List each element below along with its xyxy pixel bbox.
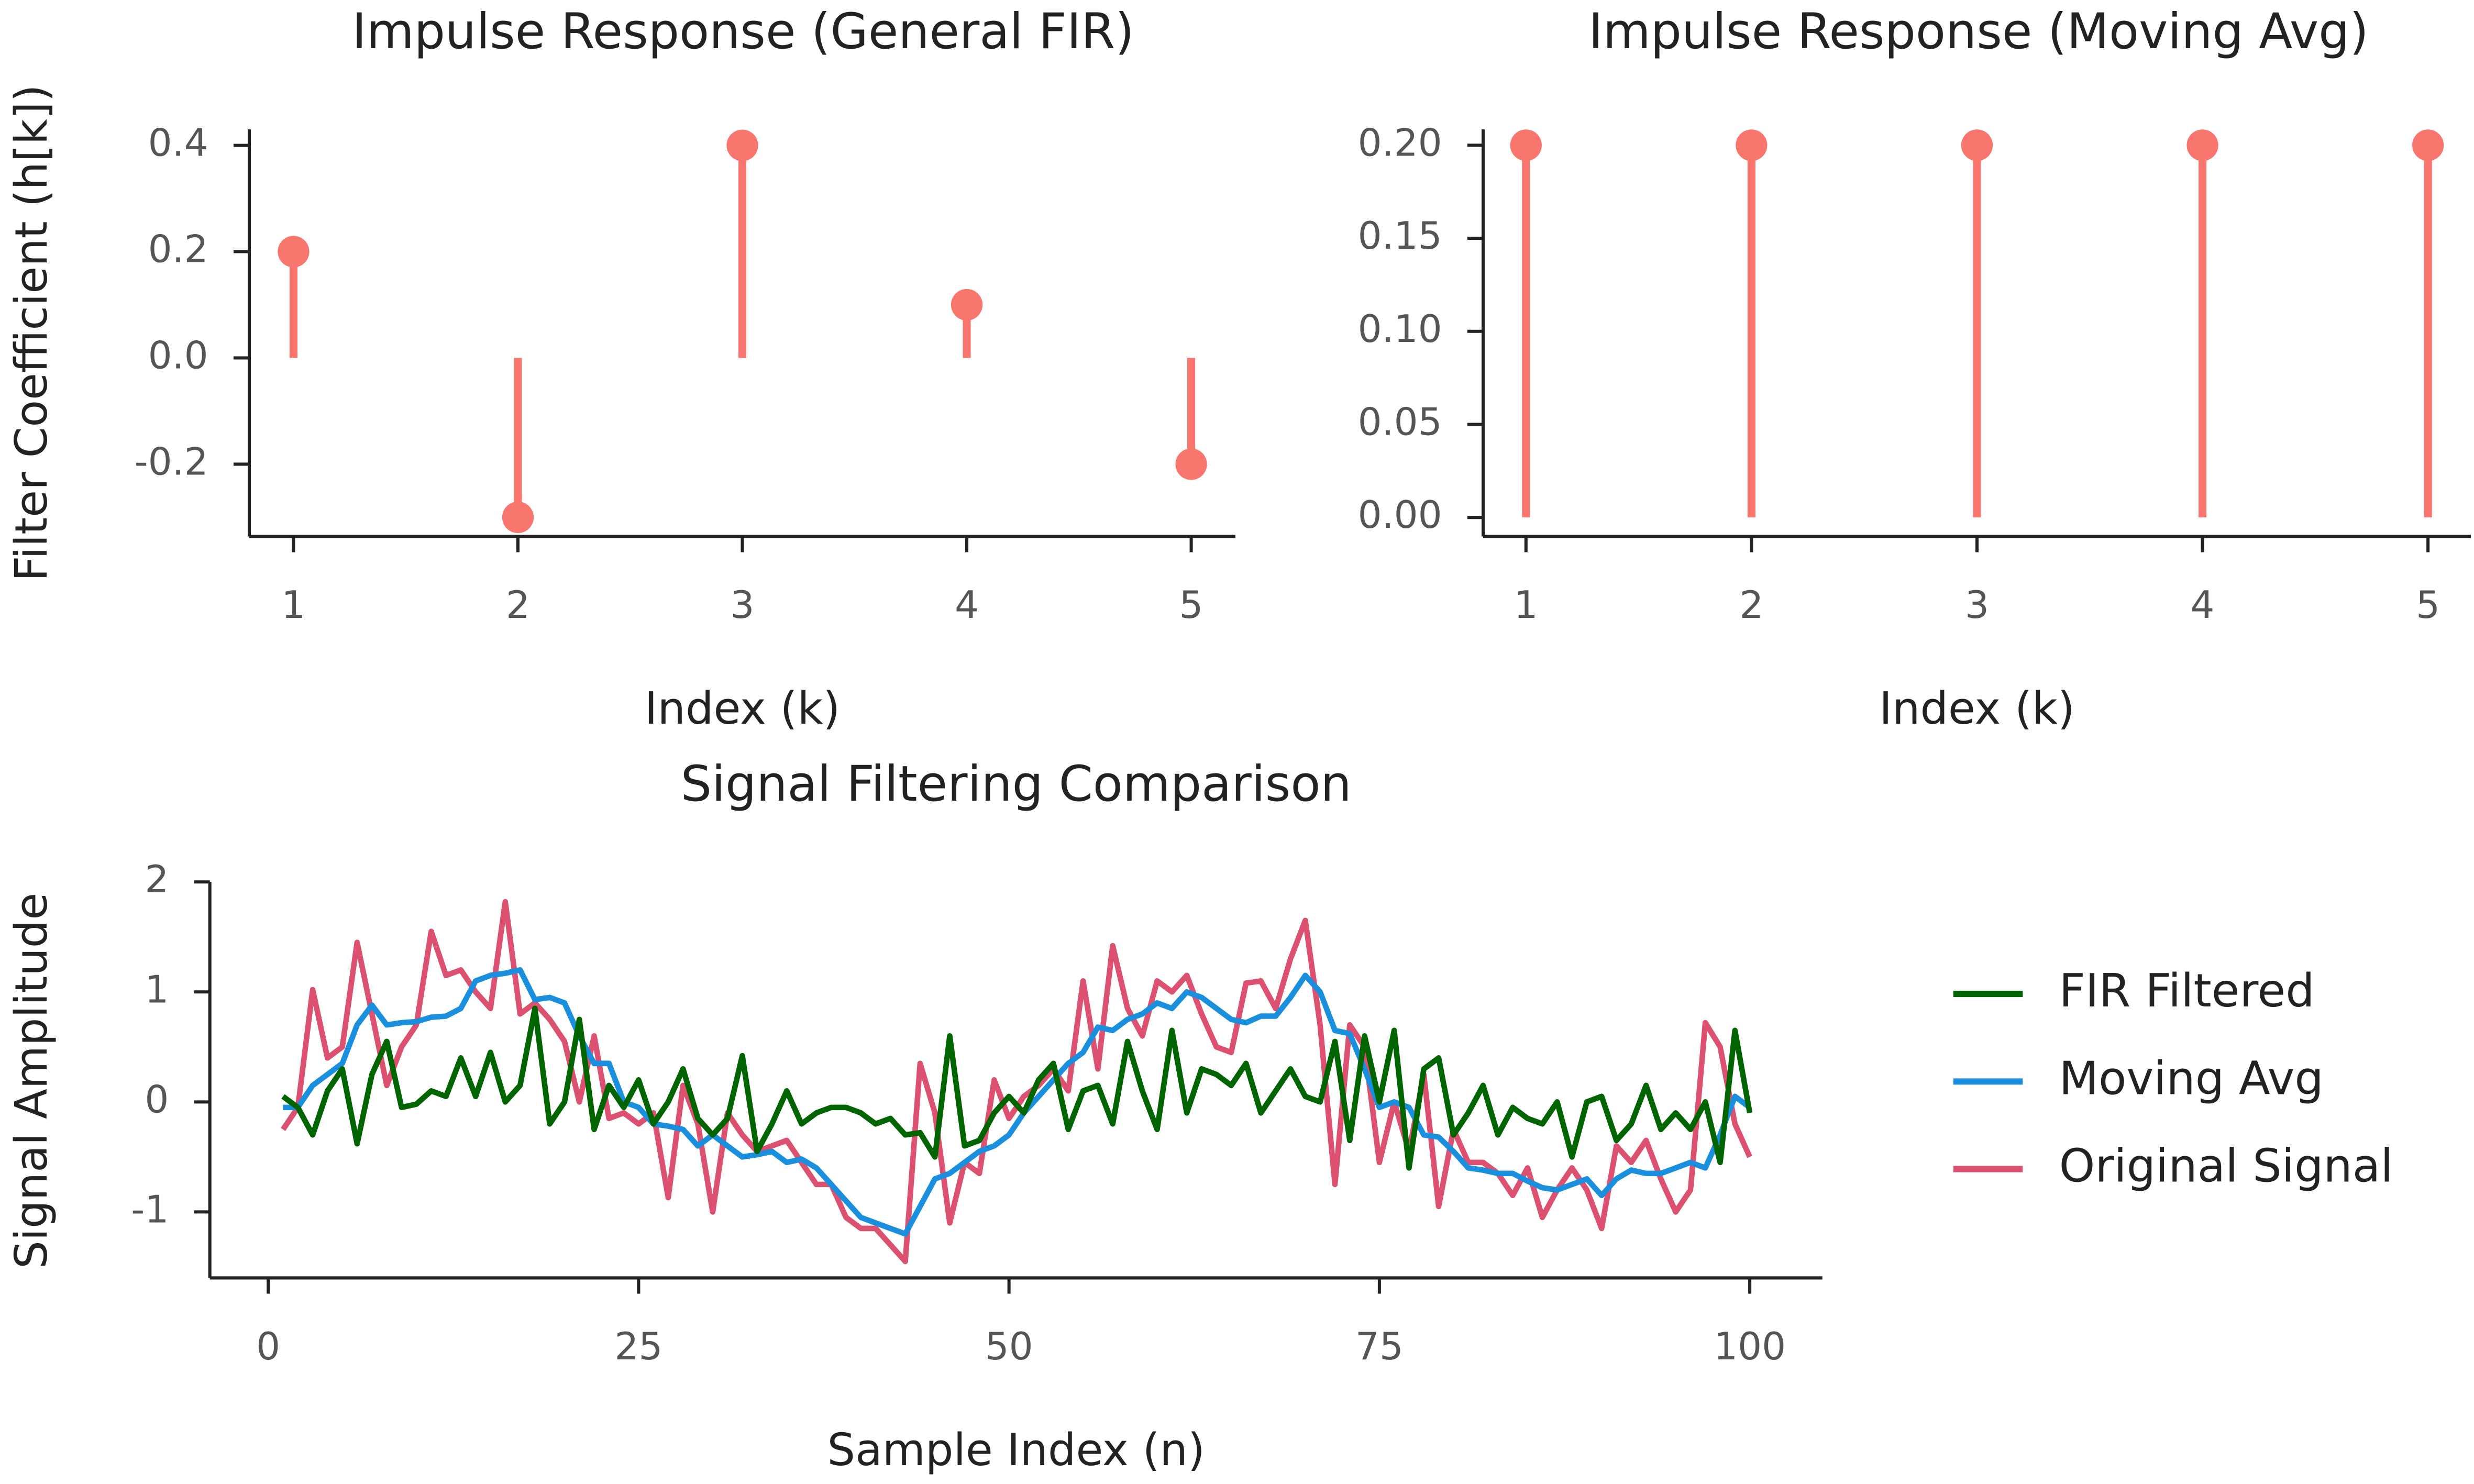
y-tick-label: 2 xyxy=(145,858,169,902)
stem-marker xyxy=(1736,129,1768,161)
chart-title: Signal Filtering Comparison xyxy=(681,756,1352,813)
x-tick-label: 50 xyxy=(985,1325,1033,1369)
x-tick-label: 0 xyxy=(256,1325,280,1369)
stem-marker xyxy=(1961,129,1993,161)
stem-marker xyxy=(1510,129,1542,161)
y-tick-label: -0.2 xyxy=(135,440,208,484)
series-line xyxy=(283,967,1752,1237)
legend-label: Moving Avg xyxy=(2059,1051,2324,1105)
x-tick-label: 100 xyxy=(1714,1325,1786,1369)
y-tick-label: 0.20 xyxy=(1358,121,1442,165)
stem-marker xyxy=(2186,129,2218,161)
stem-marker xyxy=(2412,129,2444,161)
x-tick-label: 5 xyxy=(2416,583,2440,627)
y-tick-label: 0.00 xyxy=(1358,493,1442,537)
y-tick-label: 0.15 xyxy=(1358,214,1442,258)
y-tick-label: 1 xyxy=(145,968,169,1012)
series-line xyxy=(281,899,1752,1265)
legend-label: FIR Filtered xyxy=(2059,964,2315,1017)
stem-marker xyxy=(278,236,310,268)
stem-marker xyxy=(502,501,534,534)
y-tick-label: 0 xyxy=(145,1078,169,1122)
x-tick-label: 5 xyxy=(1179,583,1203,627)
chart-title: Impulse Response (Moving Avg) xyxy=(1588,3,2369,60)
stem-marker xyxy=(726,129,758,161)
x-tick-label: 25 xyxy=(614,1325,662,1369)
y-axis-label: Filter Coefficient (h[k]) xyxy=(6,84,57,581)
x-axis-label: Index (k) xyxy=(1879,683,2075,734)
x-axis-label: Index (k) xyxy=(645,683,841,734)
legend-label: Original Signal xyxy=(2059,1139,2393,1192)
x-tick-label: 3 xyxy=(731,583,755,627)
y-tick-label: 0.4 xyxy=(148,121,208,165)
x-tick-label: 75 xyxy=(1355,1325,1404,1369)
y-tick-label: 0.2 xyxy=(148,228,208,272)
x-tick-label: 1 xyxy=(281,583,305,627)
y-tick-label: 0.10 xyxy=(1358,307,1442,351)
x-tick-label: 2 xyxy=(506,583,530,627)
x-axis-label: Sample Index (n) xyxy=(827,1424,1205,1476)
x-tick-label: 4 xyxy=(955,583,979,627)
x-tick-label: 2 xyxy=(1739,583,1763,627)
x-tick-label: 3 xyxy=(1965,583,1989,627)
stem-marker xyxy=(951,289,983,321)
y-tick-label: 0.05 xyxy=(1358,400,1442,444)
y-axis-label: Signal Amplitude xyxy=(6,893,57,1269)
chart-title: Impulse Response (General FIR) xyxy=(352,3,1134,60)
y-tick-label: -1 xyxy=(131,1188,169,1232)
x-tick-label: 4 xyxy=(2191,583,2215,627)
stem-marker xyxy=(1175,448,1207,480)
y-tick-label: 0.0 xyxy=(148,334,208,378)
x-tick-label: 1 xyxy=(1514,583,1538,627)
series-line xyxy=(281,1005,1753,1171)
